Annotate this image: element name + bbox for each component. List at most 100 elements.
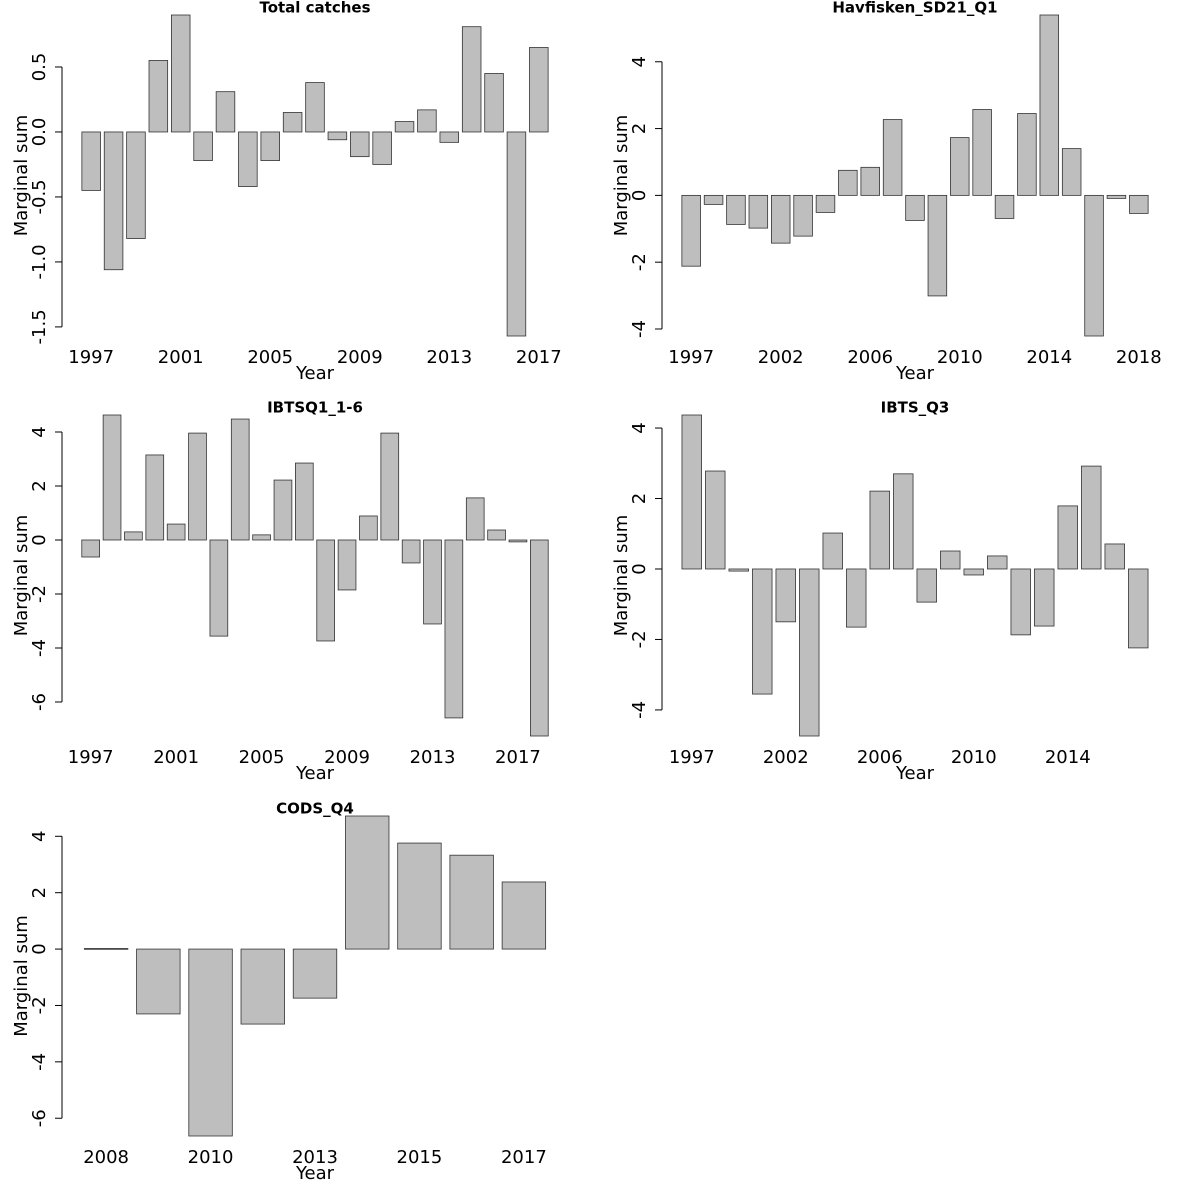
- x-tick-label: 2010: [937, 347, 983, 368]
- bar: [703, 194, 724, 205]
- bar: [846, 568, 867, 628]
- y-tick-label: 2: [629, 123, 650, 134]
- bar: [260, 131, 280, 161]
- bar: [126, 131, 146, 239]
- bar: [273, 479, 293, 541]
- y-tick-label: -1.5: [29, 309, 50, 344]
- x-tick-label: 2010: [951, 747, 997, 768]
- y-tick-label: -2: [29, 585, 50, 603]
- x-tick-label: 2006: [847, 347, 893, 368]
- x-axis-label: Year: [295, 1163, 335, 1184]
- bar: [81, 131, 101, 191]
- bar: [295, 462, 314, 541]
- x-tick-label: 2015: [397, 1147, 443, 1168]
- y-tick-label: -2: [629, 253, 650, 271]
- y-tick-label: 4: [29, 426, 50, 437]
- bar: [282, 112, 303, 133]
- bar: [728, 568, 749, 572]
- y-axis-label: Marginal sum: [611, 515, 632, 637]
- bar: [1039, 14, 1060, 196]
- x-tick-label: 2017: [495, 747, 541, 768]
- bar: [916, 568, 937, 603]
- x-tick-label: 2014: [1026, 347, 1072, 368]
- bar: [822, 532, 843, 570]
- y-tick-label: -4: [629, 701, 650, 719]
- bar: [963, 568, 984, 576]
- x-tick-label: 2006: [857, 747, 903, 768]
- bar: [869, 490, 890, 570]
- x-tick-label: 2009: [324, 747, 370, 768]
- y-axis-label: Marginal sum: [11, 515, 32, 637]
- x-tick-label: 2013: [410, 747, 456, 768]
- bar: [397, 842, 442, 950]
- x-tick-label: 1997: [68, 747, 114, 768]
- bar: [1104, 543, 1125, 570]
- bar: [170, 14, 191, 133]
- x-tick-label: 1997: [669, 747, 715, 768]
- bar: [148, 60, 169, 133]
- bar: [487, 529, 506, 541]
- bar: [449, 854, 494, 950]
- bar: [461, 26, 482, 133]
- bar: [444, 539, 464, 719]
- y-tick-label: -1.0: [29, 244, 50, 279]
- y-axis-label: Marginal sum: [611, 115, 632, 237]
- bar: [465, 497, 485, 541]
- chart-title: Total catches: [259, 0, 370, 17]
- bar: [1129, 194, 1149, 214]
- bar: [380, 432, 400, 541]
- x-tick-label: 2013: [292, 1147, 338, 1168]
- bar: [238, 131, 258, 187]
- bar: [188, 948, 233, 1137]
- y-tick-label: 2: [629, 493, 650, 504]
- bar: [987, 555, 1008, 570]
- bar: [350, 131, 370, 158]
- bar: [81, 539, 100, 558]
- x-tick-label: 2001: [158, 347, 204, 368]
- x-axis-label: Year: [895, 363, 935, 384]
- bar: [215, 91, 236, 133]
- bar: [316, 539, 335, 642]
- bar: [950, 137, 970, 196]
- y-tick-label: 4: [629, 422, 650, 433]
- x-tick-label: 2018: [1116, 347, 1162, 368]
- bar: [1106, 194, 1127, 199]
- bar: [83, 948, 129, 950]
- x-tick-label: 2002: [763, 747, 809, 768]
- bar: [1084, 194, 1104, 337]
- bar: [726, 194, 746, 225]
- chart-title: CODS_Q4: [276, 800, 354, 818]
- bar: [372, 131, 392, 165]
- bar: [394, 121, 415, 133]
- bar: [905, 194, 925, 221]
- bar: [359, 515, 378, 541]
- bar: [136, 948, 181, 1015]
- bar: [972, 109, 992, 196]
- x-tick-label: 2009: [337, 347, 383, 368]
- x-tick-label: 2005: [239, 747, 285, 768]
- bar: [1017, 113, 1037, 196]
- y-tick-label: -4: [629, 320, 650, 338]
- bar: [940, 550, 961, 570]
- y-tick-label: -6: [29, 693, 50, 711]
- bar: [860, 166, 880, 196]
- bar: [124, 531, 143, 541]
- y-tick-label: 0.0: [29, 118, 50, 147]
- x-tick-label: 2008: [83, 1147, 129, 1168]
- chart-title: IBTS_Q3: [881, 399, 950, 417]
- y-tick-label: 2: [29, 887, 50, 898]
- bar: [770, 194, 791, 244]
- bar: [799, 568, 820, 737]
- bar: [775, 568, 796, 623]
- y-tick-label: 0.5: [29, 53, 50, 82]
- bar: [145, 454, 165, 541]
- y-tick-label: -2: [629, 630, 650, 648]
- bar: [423, 539, 442, 625]
- bar: [815, 194, 836, 213]
- y-tick-label: -2: [29, 996, 50, 1014]
- bar: [838, 169, 858, 196]
- x-tick-label: 2017: [501, 1147, 547, 1168]
- bar: [1057, 505, 1078, 570]
- x-tick-label: 2013: [426, 347, 472, 368]
